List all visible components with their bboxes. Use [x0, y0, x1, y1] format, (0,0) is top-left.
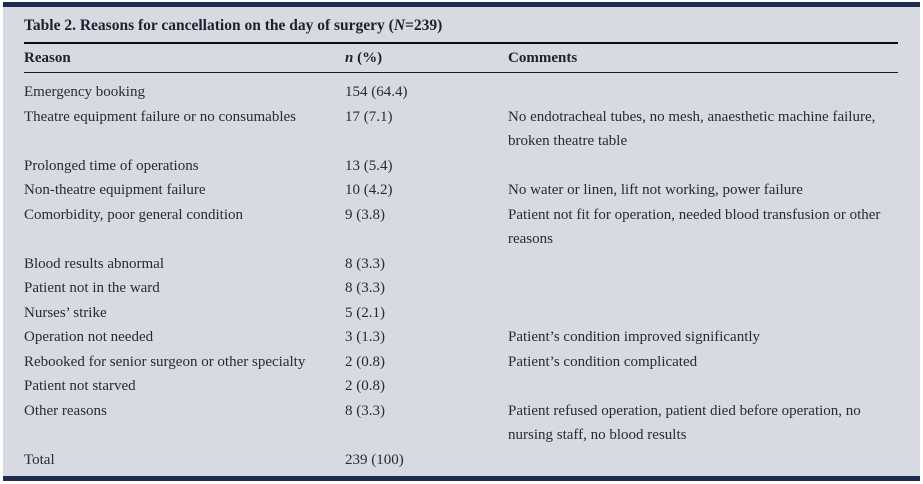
cell-reason: Nurses’ strike	[24, 304, 107, 321]
cell-comment: Patient’s condition improved significant…	[508, 329, 761, 345]
total-comment	[508, 448, 898, 473]
table-header-row: Reason n (%) Comments	[24, 44, 898, 73]
n-symbol: n	[345, 50, 354, 66]
cell-n: 8 (3.3)	[345, 402, 385, 419]
table-row: Other reasons 8 (3.3) Patient refused op…	[24, 399, 898, 448]
cell-n: 10 (4.2)	[345, 182, 393, 198]
table-row: Patient not starved 2 (0.8)	[24, 374, 898, 399]
cell-comment	[508, 154, 898, 179]
percent-label: (%)	[353, 50, 383, 66]
cell-n: 17 (7.1)	[345, 108, 393, 125]
table-row: Nurses’ strike 5 (2.1)	[24, 301, 898, 326]
cell-comment	[508, 276, 898, 301]
cell-comment	[508, 80, 898, 105]
cell-reason: Operation not needed	[24, 329, 154, 345]
table-row: Operation not needed 3 (1.3) Patient’s c…	[24, 325, 898, 350]
cell-n: 13 (5.4)	[345, 157, 393, 174]
cell-comment	[508, 252, 898, 277]
total-label: Total	[24, 451, 55, 468]
table-total-row: Total 239 (100)	[24, 448, 898, 473]
table-row: Theatre equipment failure or no consumab…	[24, 105, 898, 154]
table-title-text: Table 2. Reasons for cancellation on the…	[24, 17, 394, 34]
cell-reason: Patient not starved	[24, 378, 136, 394]
table-title-n-symbol: N	[393, 17, 406, 34]
cell-reason: Non-theatre equipment failure	[24, 182, 206, 198]
cell-reason: Patient not in the ward	[24, 280, 160, 296]
total-value: 239 (100)	[345, 451, 404, 468]
cell-n: 9 (3.8)	[345, 206, 385, 223]
cell-reason: Other reasons	[24, 402, 107, 419]
cell-comment: Patient not fit for operation, needed bl…	[508, 206, 881, 248]
cell-reason: Theatre equipment failure or no consumab…	[24, 108, 296, 125]
column-header-reason: Reason	[24, 50, 71, 66]
cell-comment: No endotracheal tubes, no mesh, anaesthe…	[508, 108, 876, 150]
cell-n: 3 (1.3)	[345, 329, 385, 345]
table-row: Prolonged time of operations 13 (5.4)	[24, 154, 898, 179]
cell-comment	[508, 301, 898, 326]
table-body: Emergency booking 154 (64.4) Theatre equ…	[24, 73, 898, 448]
cell-reason: Prolonged time of operations	[24, 157, 199, 174]
table-row: Emergency booking 154 (64.4)	[24, 80, 898, 105]
table-row: Patient not in the ward 8 (3.3)	[24, 276, 898, 301]
cell-n: 2 (0.8)	[345, 378, 385, 394]
cell-comment: Patient’s condition complicated	[508, 353, 698, 370]
cell-n: 154 (64.4)	[345, 84, 408, 100]
cell-comment	[508, 374, 898, 399]
column-header-n-percent: n (%)	[345, 48, 508, 69]
cell-n: 2 (0.8)	[345, 353, 385, 370]
table-title-suffix: =239)	[405, 17, 443, 34]
table-panel: Table 2. Reasons for cancellation on the…	[3, 2, 920, 481]
cell-n: 5 (2.1)	[345, 304, 385, 321]
cell-n: 8 (3.3)	[345, 255, 385, 272]
table-row: Non-theatre equipment failure 10 (4.2) N…	[24, 178, 898, 203]
table-row: Rebooked for senior surgeon or other spe…	[24, 350, 898, 375]
column-header-comments: Comments	[508, 50, 578, 66]
cell-n: 8 (3.3)	[345, 280, 385, 296]
cell-reason: Comorbidity, poor general condition	[24, 206, 243, 223]
cell-reason: Rebooked for senior surgeon or other spe…	[24, 353, 306, 370]
cell-comment: Patient refused operation, patient died …	[508, 402, 861, 444]
cell-comment: No water or linen, lift not working, pow…	[508, 182, 803, 198]
table-row: Comorbidity, poor general condition 9 (3…	[24, 203, 898, 252]
cell-reason: Emergency booking	[24, 84, 145, 100]
table-row: Blood results abnormal 8 (3.3)	[24, 252, 898, 277]
table-title: Table 2. Reasons for cancellation on the…	[24, 7, 898, 44]
cell-reason: Blood results abnormal	[24, 255, 164, 272]
